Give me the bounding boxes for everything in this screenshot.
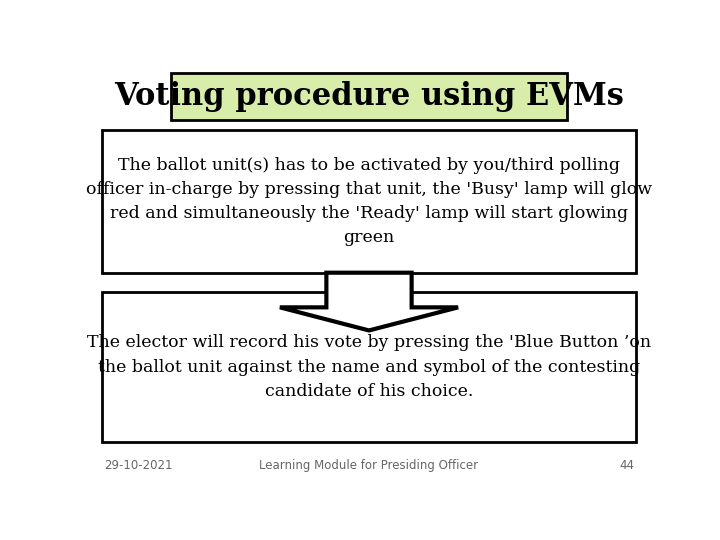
Text: 29-10-2021: 29-10-2021 xyxy=(104,458,173,472)
Text: Learning Module for Presiding Officer: Learning Module for Presiding Officer xyxy=(259,458,479,472)
Text: 44: 44 xyxy=(619,458,634,472)
FancyBboxPatch shape xyxy=(102,130,636,273)
FancyBboxPatch shape xyxy=(102,292,636,442)
Text: The elector will record his vote by pressing the 'Blue Button ’on
the ballot uni: The elector will record his vote by pres… xyxy=(87,334,651,400)
Polygon shape xyxy=(280,273,458,330)
Text: Voting procedure using EVMs: Voting procedure using EVMs xyxy=(114,81,624,112)
FancyBboxPatch shape xyxy=(171,72,567,120)
Text: The ballot unit(s) has to be activated by you/third polling
officer in-charge by: The ballot unit(s) has to be activated b… xyxy=(86,157,652,246)
